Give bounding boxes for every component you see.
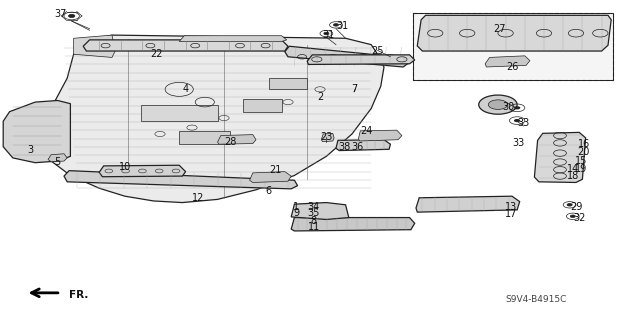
Circle shape	[479, 95, 517, 114]
Text: 25: 25	[371, 46, 384, 56]
Text: 4: 4	[182, 84, 189, 94]
Text: 6: 6	[266, 186, 272, 197]
Text: 1: 1	[293, 202, 300, 212]
Text: 12: 12	[192, 193, 205, 203]
Circle shape	[68, 14, 75, 18]
Polygon shape	[218, 135, 256, 144]
Circle shape	[570, 215, 575, 218]
Text: 27: 27	[493, 24, 506, 34]
Text: 21: 21	[269, 165, 282, 175]
Text: S9V4-B4915C: S9V4-B4915C	[506, 295, 567, 304]
Circle shape	[567, 204, 572, 206]
Polygon shape	[48, 154, 67, 162]
Text: 37: 37	[54, 9, 67, 19]
Circle shape	[514, 119, 520, 122]
Polygon shape	[83, 40, 288, 51]
Polygon shape	[179, 36, 287, 41]
Polygon shape	[416, 196, 520, 212]
Text: 14: 14	[566, 164, 579, 174]
Text: 31: 31	[322, 30, 335, 40]
Polygon shape	[534, 132, 586, 182]
Text: 20: 20	[577, 146, 590, 157]
Polygon shape	[3, 100, 70, 163]
Text: 8: 8	[310, 216, 317, 226]
Text: 36: 36	[351, 142, 364, 152]
Text: 5: 5	[54, 157, 61, 167]
Polygon shape	[485, 56, 530, 67]
Text: 30: 30	[502, 102, 515, 112]
Polygon shape	[99, 165, 186, 177]
Text: 38: 38	[338, 142, 351, 152]
Text: 19: 19	[575, 164, 588, 174]
Circle shape	[514, 106, 520, 109]
Polygon shape	[64, 171, 298, 189]
Text: 24: 24	[360, 126, 372, 136]
Polygon shape	[74, 35, 115, 57]
Polygon shape	[44, 35, 384, 203]
Text: 22: 22	[150, 49, 163, 59]
Polygon shape	[307, 55, 415, 64]
Polygon shape	[413, 13, 613, 80]
FancyBboxPatch shape	[269, 78, 307, 89]
FancyBboxPatch shape	[243, 99, 282, 112]
Polygon shape	[291, 218, 415, 231]
Text: 23: 23	[320, 132, 333, 142]
Text: 33: 33	[512, 138, 525, 148]
Polygon shape	[336, 140, 390, 151]
Polygon shape	[250, 172, 291, 182]
Text: 26: 26	[506, 62, 518, 72]
Text: 13: 13	[504, 202, 517, 212]
Polygon shape	[358, 130, 402, 141]
Text: FR.: FR.	[69, 290, 88, 300]
Polygon shape	[291, 203, 349, 219]
FancyBboxPatch shape	[179, 131, 230, 144]
Text: 31: 31	[336, 20, 349, 31]
FancyBboxPatch shape	[141, 105, 218, 121]
Polygon shape	[285, 46, 408, 67]
Text: 35: 35	[307, 208, 320, 218]
Text: 29: 29	[570, 202, 582, 212]
Text: 7: 7	[351, 84, 357, 94]
Text: 10: 10	[118, 162, 131, 173]
Text: 28: 28	[224, 137, 237, 147]
Circle shape	[488, 100, 508, 109]
Circle shape	[324, 32, 329, 35]
Text: 2: 2	[317, 92, 323, 102]
Text: 34: 34	[307, 202, 320, 212]
Text: 18: 18	[566, 171, 579, 181]
Text: 33: 33	[517, 118, 530, 128]
Text: 16: 16	[577, 139, 590, 149]
Text: 9: 9	[293, 208, 300, 218]
Text: 15: 15	[575, 156, 588, 166]
Text: 17: 17	[504, 209, 517, 219]
Text: 3: 3	[28, 145, 34, 155]
Circle shape	[333, 24, 339, 26]
Polygon shape	[321, 133, 334, 142]
Polygon shape	[417, 15, 611, 51]
Text: 11: 11	[307, 222, 320, 232]
Text: 32: 32	[573, 212, 586, 223]
